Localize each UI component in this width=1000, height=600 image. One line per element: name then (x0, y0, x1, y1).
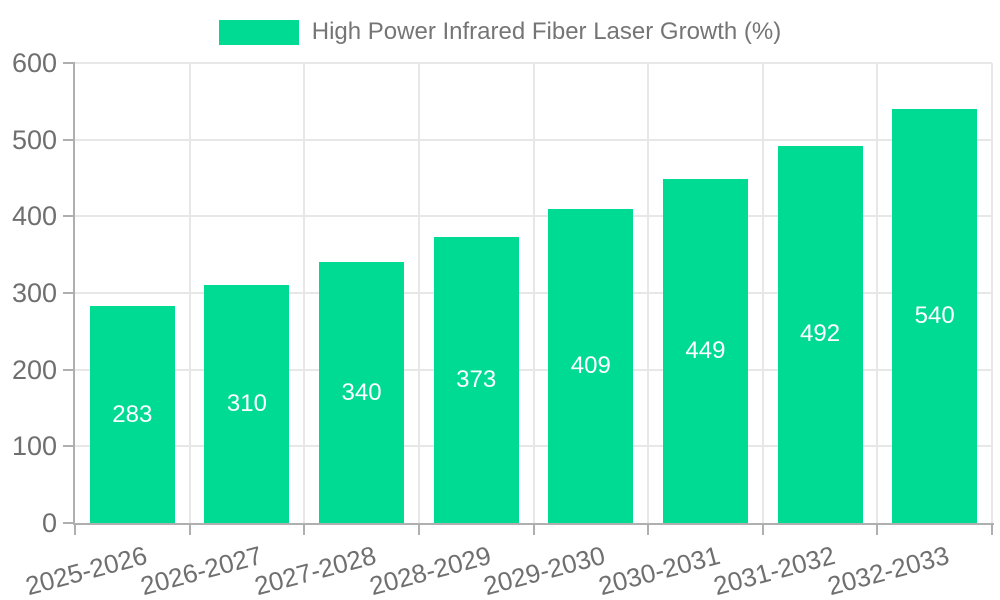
y-axis-line (73, 63, 75, 525)
bar-value-label: 540 (914, 302, 955, 329)
bar: 449 (662, 178, 748, 523)
bar: 540 (892, 109, 978, 523)
bar: 409 (548, 209, 634, 523)
bar: 283 (89, 306, 175, 523)
x-axis-tick-label: 2025-2026 (22, 540, 151, 600)
x-axis-tick-label: 2028-2029 (366, 540, 494, 600)
x-axis-tick-label: 2030-2031 (595, 540, 724, 600)
legend[interactable]: High Power Infrared Fiber Laser Growth (… (0, 18, 1000, 46)
x-axis-tick (761, 525, 764, 535)
x-axis-tick-label: 2031-2032 (709, 540, 838, 600)
gridline-vertical (647, 63, 650, 523)
bar-value-label: 492 (800, 320, 841, 348)
x-axis-line (73, 523, 994, 525)
x-axis-tick (303, 525, 306, 535)
x-axis-tick-label: 2032-2033 (824, 540, 953, 600)
gridline-vertical (532, 63, 535, 523)
y-axis-tick (63, 138, 75, 141)
x-axis-tick (876, 525, 879, 535)
y-axis-tick (63, 522, 75, 524)
bar-value-label: 409 (570, 352, 611, 380)
legend-label: High Power Infrared Fiber Laser Growth (… (311, 18, 782, 45)
legend-swatch (218, 19, 299, 45)
gridline-vertical (876, 63, 879, 523)
x-axis-tick (991, 525, 993, 535)
y-axis-tick-label: 300 (11, 278, 57, 308)
y-axis-tick-label: 500 (11, 124, 57, 155)
y-axis-tick (63, 62, 75, 64)
bar-value-label: 373 (456, 366, 497, 394)
bar: 340 (319, 262, 405, 523)
bar-value-label: 340 (341, 378, 382, 406)
gridline-vertical (761, 63, 764, 523)
gridlines-layer (75, 62, 993, 523)
bar-value-label: 449 (685, 336, 726, 364)
y-axis-tick (63, 368, 75, 371)
y-axis-tick-label: 100 (11, 431, 57, 462)
y-axis-tick (63, 215, 75, 218)
y-axis-tick (63, 292, 75, 294)
plot-area: 283 310 340 373 409 449 492 540 (75, 62, 993, 523)
gridline-vertical (991, 63, 993, 523)
y-axis-tick-label: 200 (11, 354, 57, 385)
bar: 373 (433, 237, 519, 523)
x-axis-tick (417, 525, 420, 535)
x-axis-tick-label: 2026-2027 (136, 540, 265, 600)
x-axis-tick (74, 525, 76, 535)
gridline-vertical (188, 63, 191, 523)
x-axis-tick (532, 525, 535, 535)
x-axis-tick (647, 525, 650, 535)
gridline-vertical (303, 63, 306, 523)
x-axis-tick-label: 2029-2030 (480, 540, 609, 600)
x-axis-tick-label: 2027-2028 (251, 540, 380, 600)
y-axis-tick (63, 445, 75, 448)
bars-layer: 283 310 340 373 409 449 492 540 (75, 63, 992, 523)
y-axis-tick-label: 400 (11, 201, 57, 232)
bar: 310 (204, 285, 290, 523)
x-axis-tick (188, 525, 191, 535)
bar: 492 (777, 145, 863, 523)
bar-value-label: 310 (226, 390, 267, 418)
y-axis-tick-label: 0 (41, 508, 57, 538)
bar-value-label: 283 (112, 400, 153, 428)
y-axis-tick-label: 600 (11, 48, 57, 78)
gridline-vertical (417, 63, 420, 523)
